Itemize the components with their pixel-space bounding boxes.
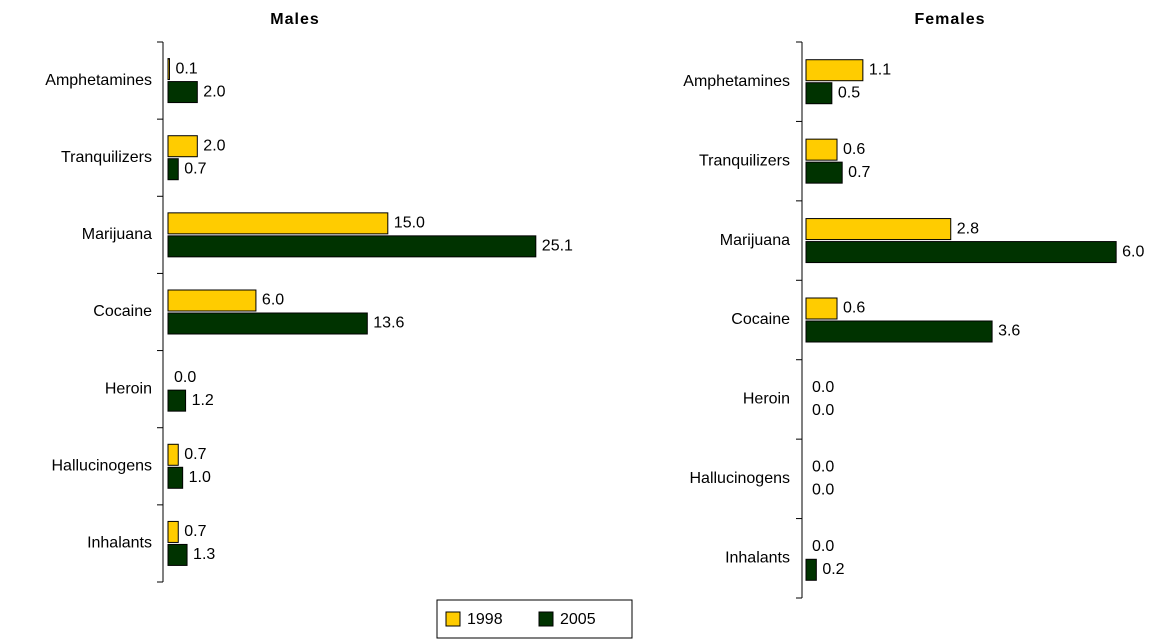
value-label: 0.0 (812, 459, 834, 476)
bar (167, 389, 187, 412)
value-label: 6.0 (262, 292, 284, 309)
bar (805, 320, 993, 343)
value-label: 0.6 (843, 141, 865, 158)
value-label: 0.0 (812, 402, 834, 419)
bar (805, 297, 838, 320)
bar (167, 289, 257, 312)
value-label: 0.0 (812, 538, 834, 555)
bar (805, 241, 1117, 264)
y-tick-label: Marijuana (82, 226, 152, 243)
value-label: 0.1 (175, 60, 197, 77)
bar (805, 82, 833, 105)
y-tick-label: Cocaine (93, 303, 152, 320)
value-label: 2.0 (203, 83, 225, 100)
bar (167, 312, 368, 335)
y-tick-label: Heroin (105, 380, 152, 397)
y-tick-label: Heroin (743, 391, 790, 408)
y-tick-label: Marijuana (720, 232, 790, 249)
legend-label: 1998 (467, 611, 503, 628)
bar (167, 58, 170, 81)
bar (167, 520, 179, 543)
value-label: 0.7 (184, 160, 206, 177)
bar (167, 135, 198, 158)
value-label: 6.0 (1122, 243, 1144, 260)
chart-title: Females (914, 11, 985, 28)
bar (805, 558, 817, 581)
value-label: 3.6 (998, 323, 1020, 340)
y-tick-label: Amphetamines (683, 73, 790, 90)
bar (805, 59, 864, 82)
value-label: 2.8 (957, 220, 979, 237)
value-label: 13.6 (373, 315, 404, 332)
bar (805, 138, 838, 161)
value-label: 0.0 (812, 379, 834, 396)
value-label: 25.1 (542, 238, 573, 255)
value-label: 1.3 (193, 546, 215, 563)
bar (167, 81, 198, 104)
bar (167, 543, 188, 566)
value-label: 0.2 (822, 561, 844, 578)
y-tick-label: Inhalants (725, 550, 790, 567)
bar (805, 218, 952, 241)
bar (167, 235, 537, 258)
y-tick-label: Cocaine (731, 311, 790, 328)
value-label: 0.0 (812, 482, 834, 499)
y-tick-label: Hallucinogens (689, 470, 790, 487)
legend-swatch (445, 611, 461, 627)
bar (167, 212, 389, 235)
value-label: 0.7 (184, 523, 206, 540)
value-label: 0.7 (184, 446, 206, 463)
chart-title: Males (270, 11, 319, 28)
y-tick-label: Inhalants (87, 535, 152, 552)
value-label: 1.2 (192, 392, 214, 409)
legend-label: 2005 (560, 611, 596, 628)
value-label: 2.0 (203, 137, 225, 154)
value-label: 0.7 (848, 164, 870, 181)
bar (805, 161, 843, 184)
bar (167, 466, 184, 489)
value-label: 15.0 (394, 215, 425, 232)
value-label: 1.0 (189, 469, 211, 486)
bar (167, 443, 179, 466)
y-tick-label: Hallucinogens (51, 458, 152, 475)
legend-swatch (538, 611, 554, 627)
y-tick-label: Tranquilizers (699, 152, 790, 169)
value-label: 0.5 (838, 84, 860, 101)
y-tick-label: Amphetamines (45, 72, 152, 89)
bar (167, 158, 179, 181)
value-label: 1.1 (869, 61, 891, 78)
y-tick-label: Tranquilizers (61, 149, 152, 166)
value-label: 0.6 (843, 300, 865, 317)
legend (436, 599, 633, 639)
value-label: 0.0 (174, 369, 196, 386)
